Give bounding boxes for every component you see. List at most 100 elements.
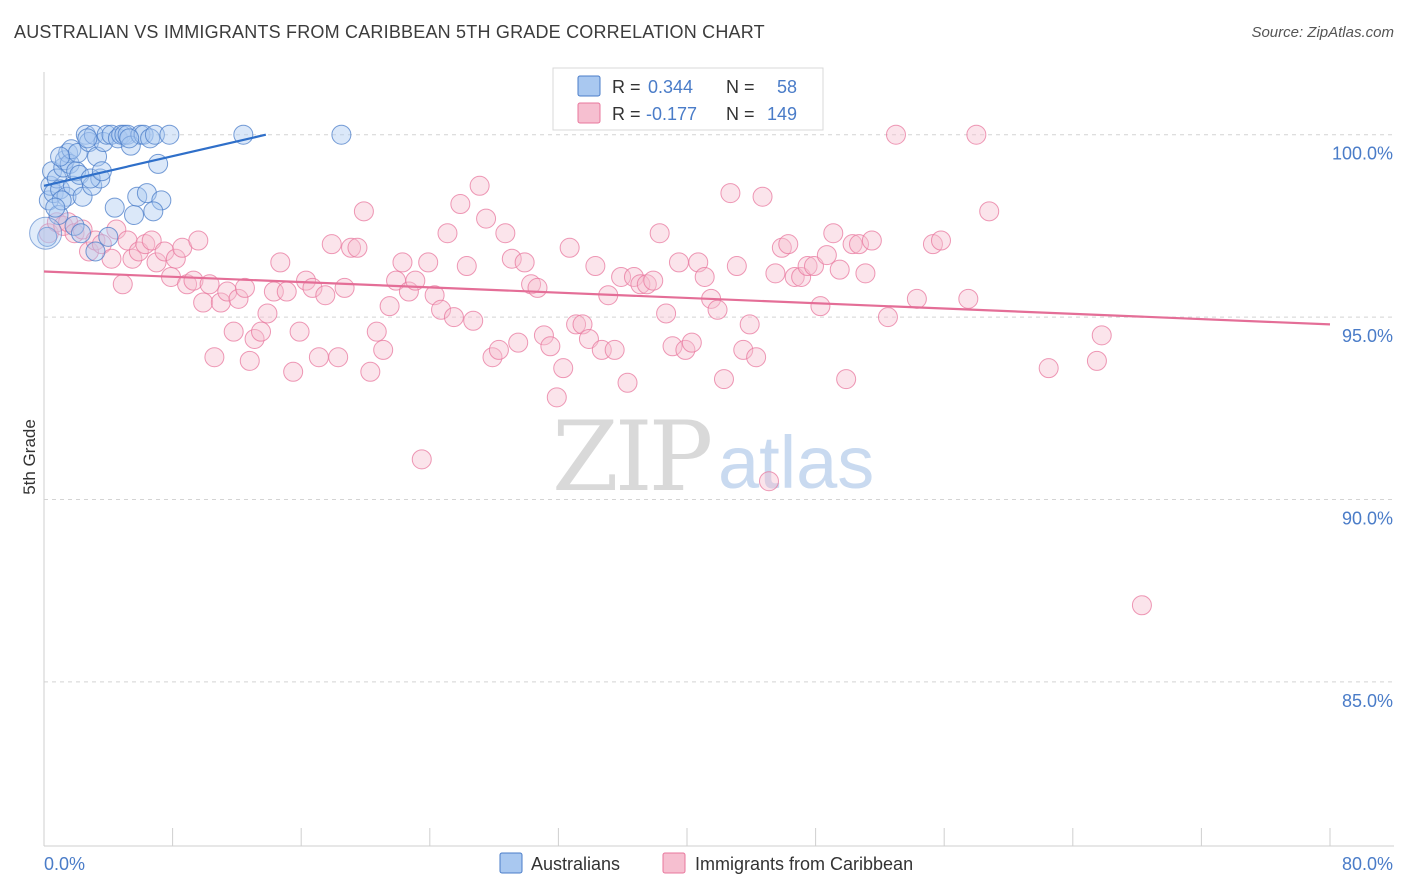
y-tick-label: 95.0% bbox=[1342, 326, 1393, 346]
australian-point bbox=[50, 146, 71, 167]
caribbean-point bbox=[456, 256, 477, 277]
caribbean-point bbox=[842, 234, 863, 255]
caribbean-point bbox=[135, 234, 156, 255]
australian-points bbox=[29, 124, 352, 262]
caribbean-point bbox=[533, 325, 554, 346]
caribbean-point bbox=[849, 234, 870, 255]
chart-source: Source: ZipAtlas.com bbox=[1251, 24, 1394, 41]
caribbean-point bbox=[437, 223, 458, 244]
caribbean-point bbox=[694, 266, 715, 287]
caribbean-point bbox=[778, 234, 799, 255]
caribbean-point bbox=[450, 194, 471, 215]
caribbean-point bbox=[283, 361, 304, 382]
chart-title: AUSTRALIAN VS IMMIGRANTS FROM CARIBBEAN … bbox=[14, 22, 765, 42]
caribbean-point bbox=[392, 252, 413, 273]
caribbean-point bbox=[188, 230, 209, 251]
caribbean-point bbox=[476, 208, 497, 229]
caribbean-point bbox=[739, 314, 760, 335]
caribbean-point bbox=[177, 274, 198, 295]
stats-legend: R = 0.344 N = 58 R = -0.177 N = 149 bbox=[552, 67, 824, 131]
australian-point bbox=[151, 190, 172, 211]
caribbean-point bbox=[239, 350, 260, 371]
caribbean-point bbox=[836, 369, 857, 390]
y-tick-label: 100.0% bbox=[1332, 144, 1393, 164]
caribbean-point bbox=[810, 296, 831, 317]
australian-point bbox=[66, 161, 87, 182]
caribbean-point bbox=[726, 256, 747, 277]
caribbean-point bbox=[366, 321, 387, 342]
caribbean-point bbox=[791, 266, 812, 287]
caribbean-point bbox=[251, 321, 272, 342]
caribbean-point bbox=[443, 307, 464, 328]
stats-r-label-australians: R = bbox=[612, 77, 641, 97]
caribbean-point bbox=[668, 252, 689, 273]
caribbean-point bbox=[488, 339, 509, 360]
axes bbox=[43, 72, 1394, 847]
caribbean-point bbox=[204, 347, 225, 368]
caribbean-point bbox=[829, 259, 850, 280]
trend-line-australians bbox=[43, 133, 267, 187]
stats-n-value-caribbean: 149 bbox=[767, 104, 797, 124]
caribbean-point bbox=[328, 347, 349, 368]
legend-swatch-australians bbox=[499, 852, 523, 874]
caribbean-point bbox=[521, 274, 542, 295]
caribbean-point bbox=[289, 321, 310, 342]
australian-point bbox=[77, 128, 98, 149]
caribbean-point bbox=[360, 361, 381, 382]
caribbean-point bbox=[861, 230, 882, 251]
caribbean-point bbox=[746, 347, 767, 368]
caribbean-points bbox=[38, 124, 1152, 616]
australian-point bbox=[104, 197, 125, 218]
caribbean-point bbox=[643, 270, 664, 291]
caribbean-point bbox=[707, 299, 728, 320]
caribbean-point bbox=[38, 223, 59, 244]
trend-lines bbox=[43, 133, 1331, 326]
y-tick-label: 85.0% bbox=[1342, 691, 1393, 711]
caribbean-point bbox=[877, 307, 898, 328]
caribbean-point bbox=[373, 339, 394, 360]
caribbean-point bbox=[223, 321, 244, 342]
watermark: ZIP atlas bbox=[552, 401, 874, 513]
caribbean-point bbox=[758, 471, 779, 492]
caribbean-point bbox=[630, 274, 651, 295]
australian-point bbox=[143, 201, 164, 222]
caribbean-point bbox=[106, 219, 127, 240]
caribbean-point bbox=[353, 201, 374, 222]
x-tick-label-min: 0.0% bbox=[44, 854, 85, 874]
caribbean-point bbox=[604, 339, 625, 360]
caribbean-point bbox=[1086, 350, 1107, 371]
stats-r-value-caribbean: -0.177 bbox=[646, 104, 697, 124]
australian-point bbox=[124, 204, 145, 225]
caribbean-point bbox=[418, 252, 439, 273]
watermark-zip: ZIP bbox=[552, 401, 711, 513]
y-axis-tick-labels: 85.0% 90.0% 95.0% 100.0% bbox=[1332, 144, 1393, 711]
caribbean-point bbox=[308, 347, 329, 368]
caribbean-point bbox=[958, 288, 979, 309]
caribbean-point bbox=[165, 248, 186, 269]
caribbean-point bbox=[816, 245, 837, 266]
caribbean-point bbox=[193, 292, 214, 313]
caribbean-point bbox=[234, 277, 255, 298]
australian-point bbox=[70, 223, 91, 244]
caribbean-point bbox=[1038, 358, 1059, 379]
caribbean-point bbox=[154, 241, 175, 262]
caribbean-point bbox=[649, 223, 670, 244]
caribbean-point bbox=[930, 230, 951, 251]
caribbean-point bbox=[681, 332, 702, 353]
caribbean-point bbox=[347, 237, 368, 258]
caribbean-point bbox=[636, 274, 657, 295]
caribbean-point bbox=[321, 234, 342, 255]
australian-point bbox=[37, 226, 58, 247]
caribbean-point bbox=[979, 201, 1000, 222]
stats-swatch-australians bbox=[577, 75, 601, 97]
caribbean-point bbox=[803, 256, 824, 277]
caribbean-point bbox=[566, 314, 587, 335]
caribbean-point bbox=[411, 449, 432, 470]
caribbean-point bbox=[617, 372, 638, 393]
series-legend: Australians Immigrants from Caribbean bbox=[499, 852, 913, 874]
australian-point bbox=[82, 175, 103, 196]
caribbean-point bbox=[431, 299, 452, 320]
caribbean-point bbox=[228, 288, 249, 309]
caribbean-point bbox=[334, 277, 355, 298]
stats-n-label-australians: N = bbox=[726, 77, 755, 97]
